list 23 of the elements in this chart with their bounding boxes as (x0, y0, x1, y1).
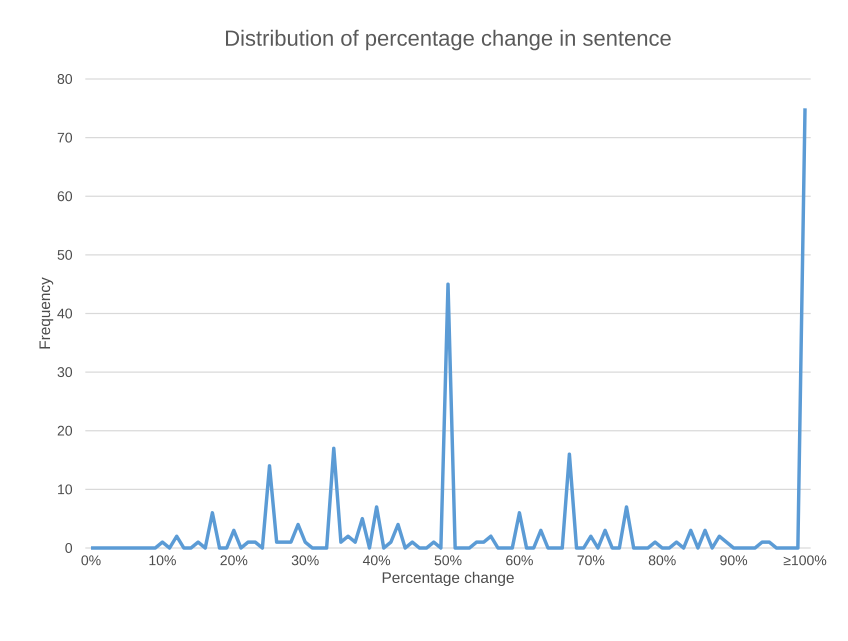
x-axis-title: Percentage change (382, 572, 514, 586)
y-axis-title: Frequency (39, 277, 54, 348)
y-tick-label: 20 (58, 426, 72, 436)
y-tick-label: 80 (58, 74, 72, 84)
x-tick-label: ≥100% (784, 555, 826, 566)
x-tick-label: 0% (81, 555, 101, 566)
x-tick-label: 90% (720, 555, 748, 566)
y-tick-label: 30 (58, 367, 72, 378)
x-tick-label: 70% (578, 555, 604, 566)
y-tick-label: 60 (58, 191, 72, 202)
y-tick-label: 50 (58, 250, 72, 260)
x-tick-label: 80% (648, 555, 676, 566)
y-tick-label: 70 (58, 132, 72, 143)
x-tick-label: 10% (149, 555, 176, 566)
x-tick-label: 50% (434, 555, 462, 566)
x-tick-label: 30% (292, 555, 319, 566)
x-tick-label: 20% (220, 555, 248, 566)
x-tick-label: 60% (506, 555, 533, 566)
y-tick-label: 0 (65, 543, 72, 553)
y-tick-label: 10 (58, 484, 72, 494)
y-tick-label: 40 (57, 308, 72, 318)
x-tick-label: 40% (362, 555, 390, 566)
chart-title: Distribution of percentage change in sentence (226, 30, 671, 50)
